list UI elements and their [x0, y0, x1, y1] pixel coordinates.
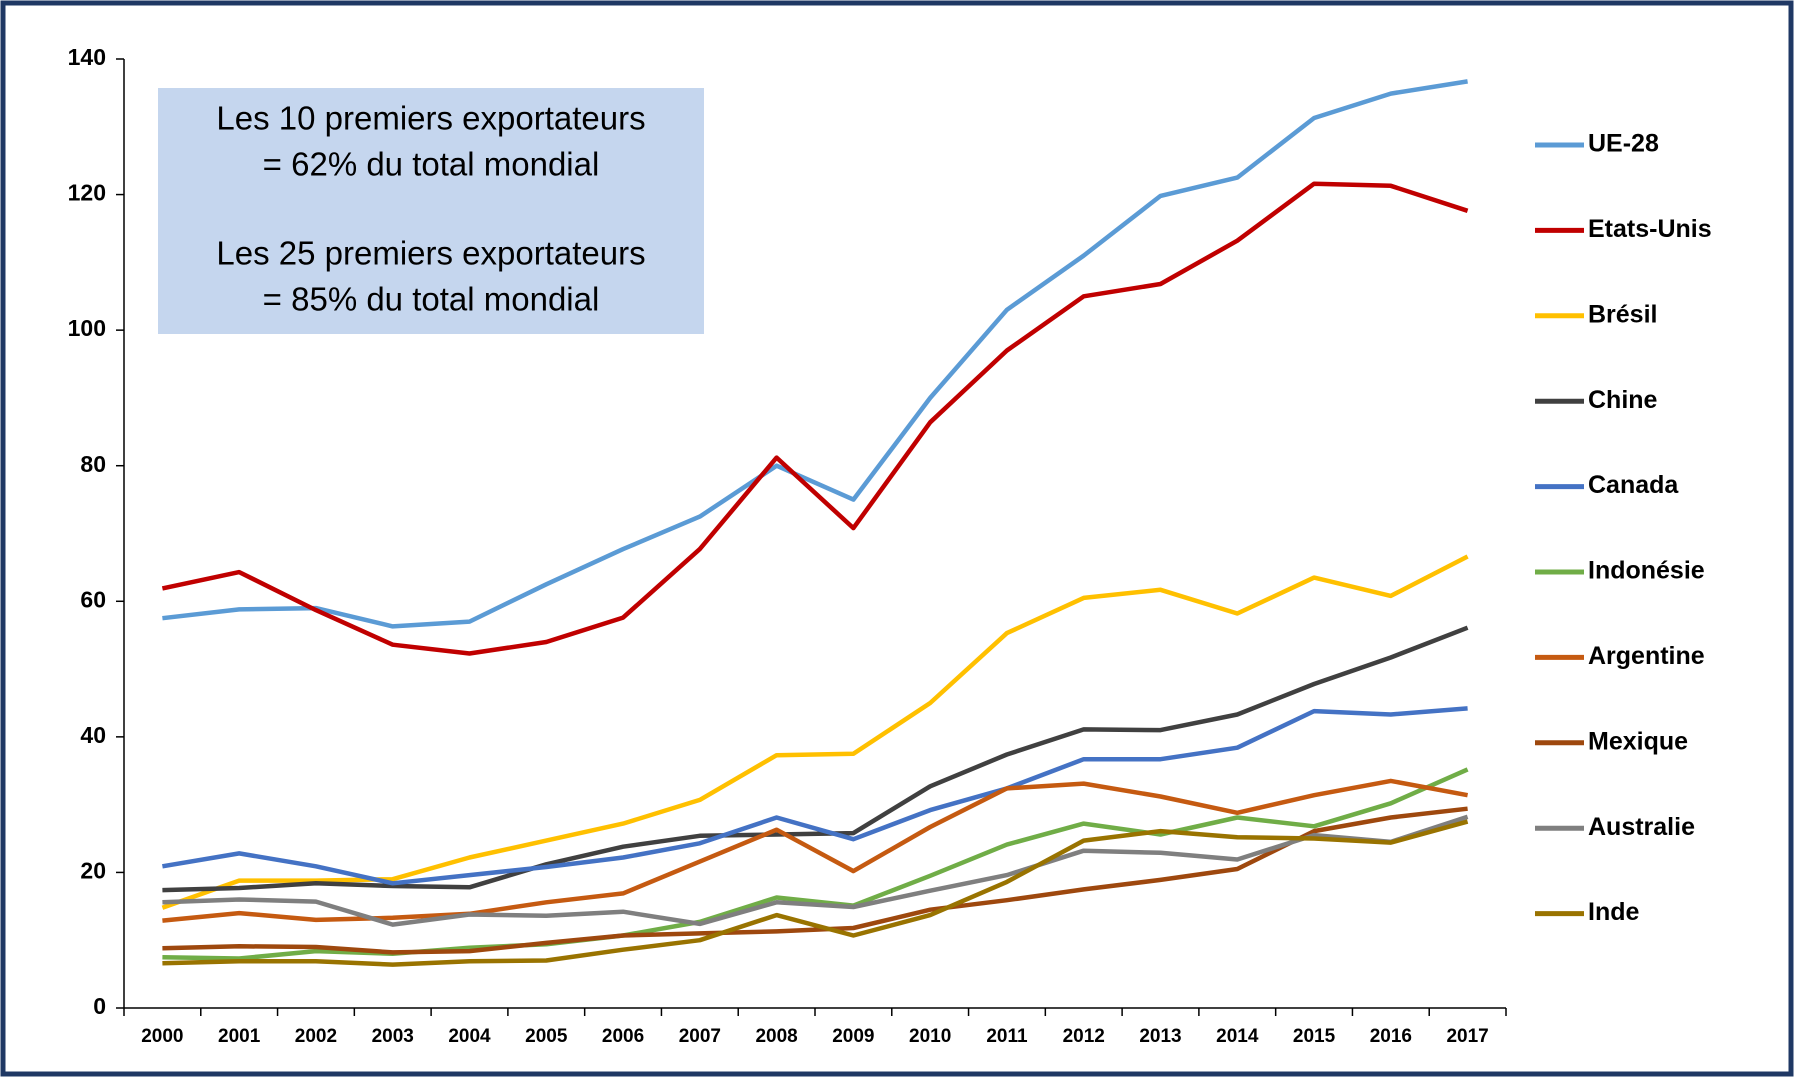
legend-label: Australie [1588, 813, 1695, 841]
series-line [161, 181, 1469, 656]
x-tick-label: 2012 [1063, 1026, 1105, 1047]
series-line [162, 706, 1468, 886]
x-tick-label: 2010 [909, 1026, 951, 1047]
y-tick-label: 40 [80, 722, 106, 748]
y-tick-label: 100 [68, 315, 106, 341]
annotation-text: Les 10 premiers exportateurs [216, 100, 645, 137]
x-tick-label: 2003 [372, 1026, 414, 1047]
y-tick-label: 0 [93, 993, 106, 1019]
x-tick-label: 2005 [525, 1026, 568, 1047]
series-line [162, 79, 1468, 629]
y-tick-label: 20 [80, 858, 106, 884]
x-tick-label: 2009 [832, 1026, 874, 1047]
series-line [162, 778, 1469, 923]
series-line [162, 625, 1469, 893]
x-tick-label: 2007 [679, 1026, 721, 1047]
annotation-text: Les 25 premiers exportateurs [216, 235, 645, 272]
annotation-box [158, 88, 704, 334]
legend-label: Indonésie [1588, 557, 1705, 585]
x-tick-label: 2016 [1370, 1026, 1412, 1047]
legend-label: Etats-Unis [1588, 215, 1712, 243]
x-tick-label: 2011 [986, 1026, 1028, 1047]
x-tick-label: 2001 [218, 1026, 261, 1047]
legend-label: Canada [1588, 471, 1679, 499]
legend-label: Brésil [1588, 300, 1657, 328]
annotation-text: = 85% du total mondial [263, 281, 600, 318]
legend-label: Mexique [1588, 727, 1688, 755]
annotation-text: = 62% du total mondial [263, 146, 600, 183]
x-tick-label: 2013 [1139, 1026, 1181, 1047]
y-tick-label: 60 [80, 586, 106, 612]
x-tick-label: 2017 [1446, 1026, 1488, 1047]
series-line [162, 819, 1469, 967]
x-tick-label: 2008 [755, 1026, 797, 1047]
legend-label: UE-28 [1588, 130, 1659, 158]
x-tick-label: 2015 [1293, 1026, 1336, 1047]
x-tick-label: 2000 [141, 1026, 183, 1047]
x-tick-label: 2004 [448, 1026, 491, 1047]
legend-label: Chine [1588, 386, 1658, 414]
y-tick-label: 80 [80, 451, 106, 477]
legend-label: Argentine [1588, 642, 1705, 670]
x-tick-label: 2006 [602, 1026, 644, 1047]
x-tick-label: 2002 [295, 1026, 337, 1047]
y-tick-label: 140 [68, 44, 106, 70]
x-tick-label: 2014 [1216, 1026, 1259, 1047]
y-tick-label: 120 [68, 180, 106, 206]
series-line [162, 814, 1469, 927]
series-line [162, 806, 1468, 955]
legend-label: Inde [1588, 898, 1639, 926]
